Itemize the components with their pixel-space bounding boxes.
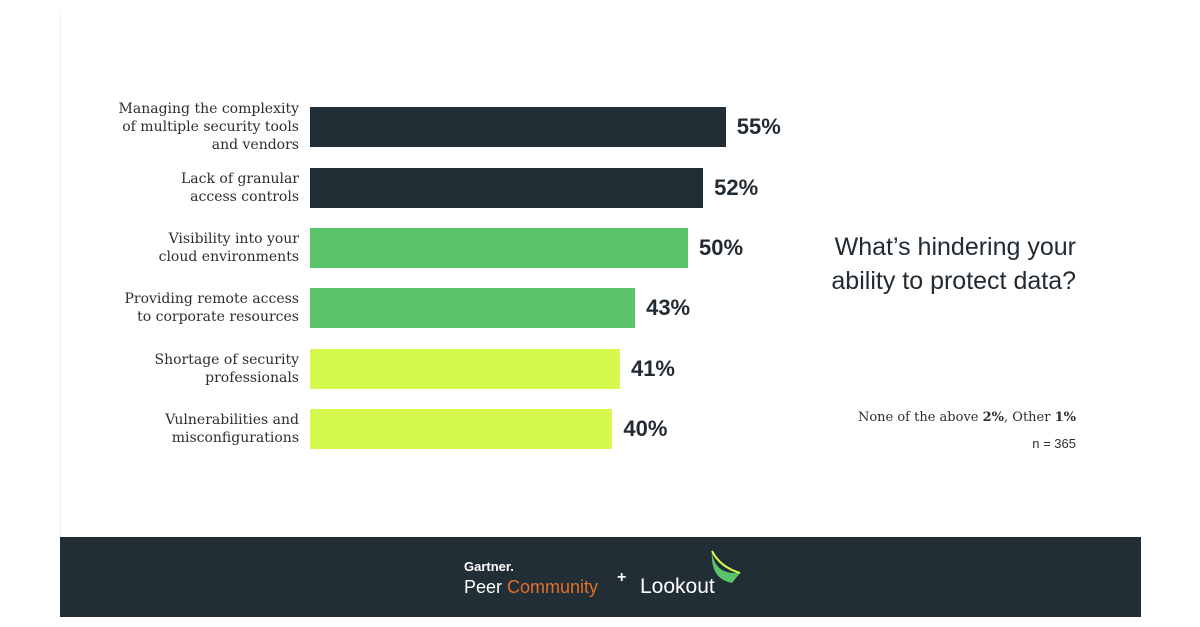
category-label-line: Providing remote access: [124, 291, 299, 307]
category-label-line: Managing the complexity: [118, 101, 299, 117]
bar: [310, 409, 613, 449]
other-value: 1%: [1054, 410, 1076, 425]
bar: [310, 288, 636, 328]
category-label: Vulnerabilities and misconfigurations: [39, 411, 299, 447]
category-label-line: of multiple security tools: [122, 119, 299, 135]
other-label: , Other: [1004, 410, 1055, 425]
bar: [310, 107, 726, 147]
footer-banner: Gartner. Peer Community + Lookout: [60, 537, 1141, 617]
category-label-line: Visibility into your: [168, 231, 299, 247]
value-label: 55%: [736, 114, 781, 139]
peer-community-logo: Peer Community: [464, 577, 598, 598]
plus-sign: +: [617, 569, 627, 586]
category-label-line: access controls: [190, 189, 299, 205]
bar: [310, 168, 704, 208]
community-text: Community: [507, 577, 599, 597]
lookout-leaf-icon: [711, 550, 741, 583]
peer-text: Peer: [464, 577, 508, 597]
category-label-line: misconfigurations: [171, 430, 299, 446]
value-label: 50%: [699, 235, 744, 260]
other-responses-note: None of the above 2%, Other 1%: [858, 410, 1076, 425]
none-label: None of the above: [857, 410, 983, 425]
bar: [310, 349, 620, 389]
category-label-line: and vendors: [211, 137, 299, 153]
value-label: 41%: [630, 356, 675, 381]
category-label: Visibility into your cloud environments: [39, 230, 299, 266]
bar: [310, 228, 688, 268]
sample-size: n = 365: [1032, 436, 1076, 451]
category-label-line: cloud environments: [158, 249, 299, 265]
value-label: 40%: [623, 416, 668, 441]
chart-card: [60, 10, 1142, 537]
category-label: Managing the complexity of multiple secur…: [39, 100, 299, 154]
category-label: Providing remote access to corporate reso…: [39, 290, 299, 326]
value-label: 52%: [714, 175, 759, 200]
none-value: 2%: [982, 410, 1005, 425]
lookout-logo: Lookout: [640, 575, 715, 598]
value-label: 43%: [646, 295, 691, 320]
category-label-line: professionals: [205, 370, 299, 386]
category-label-line: to corporate resources: [137, 309, 299, 325]
chart-title: What’s hindering your ability to protect…: [831, 233, 1076, 295]
category-label: Lack of granular access controls: [39, 170, 299, 206]
category-label-line: Vulnerabilities and: [165, 412, 299, 428]
gartner-logo: Gartner.: [464, 559, 514, 574]
category-label-line: Shortage of security: [154, 352, 300, 368]
category-label: Shortage of security professionals: [39, 351, 300, 387]
category-label-line: Lack of granular: [180, 171, 299, 187]
